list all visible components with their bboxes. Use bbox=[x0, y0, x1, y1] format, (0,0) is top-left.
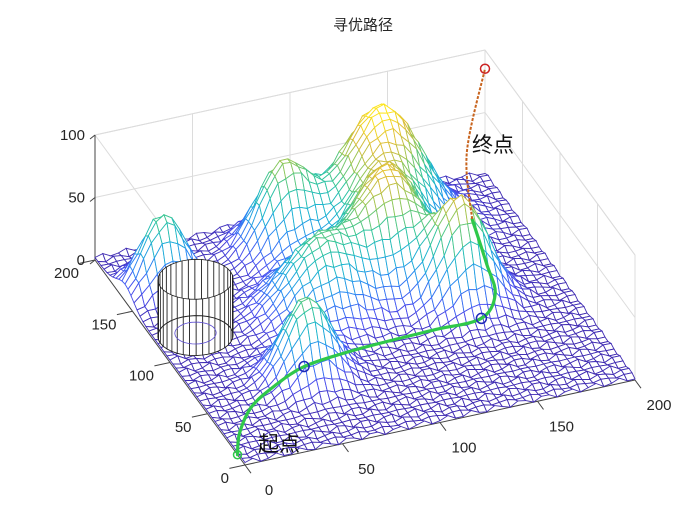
waypoint-marker bbox=[298, 360, 310, 373]
grid-line bbox=[94, 49, 636, 256]
z-tick-label: 50 bbox=[68, 190, 85, 207]
cylinder-side bbox=[182, 297, 191, 356]
z-tick-label: 0 bbox=[77, 252, 85, 269]
start-marker bbox=[232, 450, 243, 460]
y-tick-label: 150 bbox=[91, 316, 116, 333]
x-tick-label: 100 bbox=[451, 440, 476, 457]
cylinder-side bbox=[189, 298, 197, 356]
x-tick-label: 50 bbox=[358, 461, 375, 478]
y-tick-label: 100 bbox=[129, 368, 154, 385]
waypoint-marker bbox=[475, 312, 488, 325]
x-tick-label: 200 bbox=[646, 397, 671, 414]
y-tick-mark bbox=[154, 362, 171, 367]
z-tick-mark bbox=[89, 134, 96, 140]
end-label: 终点 bbox=[472, 133, 514, 157]
x-tick-mark bbox=[244, 464, 252, 474]
y-tick-label: 200 bbox=[54, 265, 79, 282]
cylinder-side bbox=[162, 289, 168, 350]
cylinder-side bbox=[202, 297, 210, 356]
z-tick-label: 100 bbox=[60, 127, 85, 144]
x-tick-label: 0 bbox=[265, 482, 273, 499]
cylinder-rim bbox=[157, 315, 231, 344]
cylinder-side bbox=[214, 293, 221, 353]
chart-title: 寻优路径 bbox=[333, 16, 393, 34]
y-tick-mark bbox=[229, 464, 246, 469]
x-tick-mark bbox=[342, 443, 349, 453]
y-tick-label: 0 bbox=[221, 470, 229, 487]
cylinder-side bbox=[171, 294, 178, 354]
cylinder-side bbox=[159, 285, 164, 348]
mesh-cell bbox=[623, 372, 636, 382]
optimal-path bbox=[232, 63, 497, 460]
y-tick-mark bbox=[191, 413, 208, 418]
cylinder-floor bbox=[174, 321, 217, 345]
start-label: 起点 bbox=[258, 432, 300, 456]
x-tick-mark bbox=[634, 379, 642, 389]
z-tick-mark bbox=[89, 197, 96, 202]
cylinder-side bbox=[230, 271, 233, 332]
x-tick-mark bbox=[439, 422, 447, 431]
x-tick-label: 150 bbox=[549, 418, 574, 435]
grid-line bbox=[94, 111, 636, 318]
surface-mesh bbox=[94, 103, 636, 464]
end-marker bbox=[479, 63, 491, 74]
path-ground-segment bbox=[235, 217, 497, 457]
x-tick-mark bbox=[537, 400, 544, 410]
z-tick-mark bbox=[89, 259, 96, 265]
y-tick-mark bbox=[116, 310, 133, 316]
y-tick-label: 50 bbox=[175, 419, 192, 436]
cylinder-side bbox=[195, 298, 204, 356]
cylinder-side bbox=[224, 287, 229, 349]
path-approach-segment bbox=[465, 68, 486, 220]
y-tick-mark bbox=[79, 259, 96, 264]
cylinder-obstacle bbox=[157, 258, 234, 356]
